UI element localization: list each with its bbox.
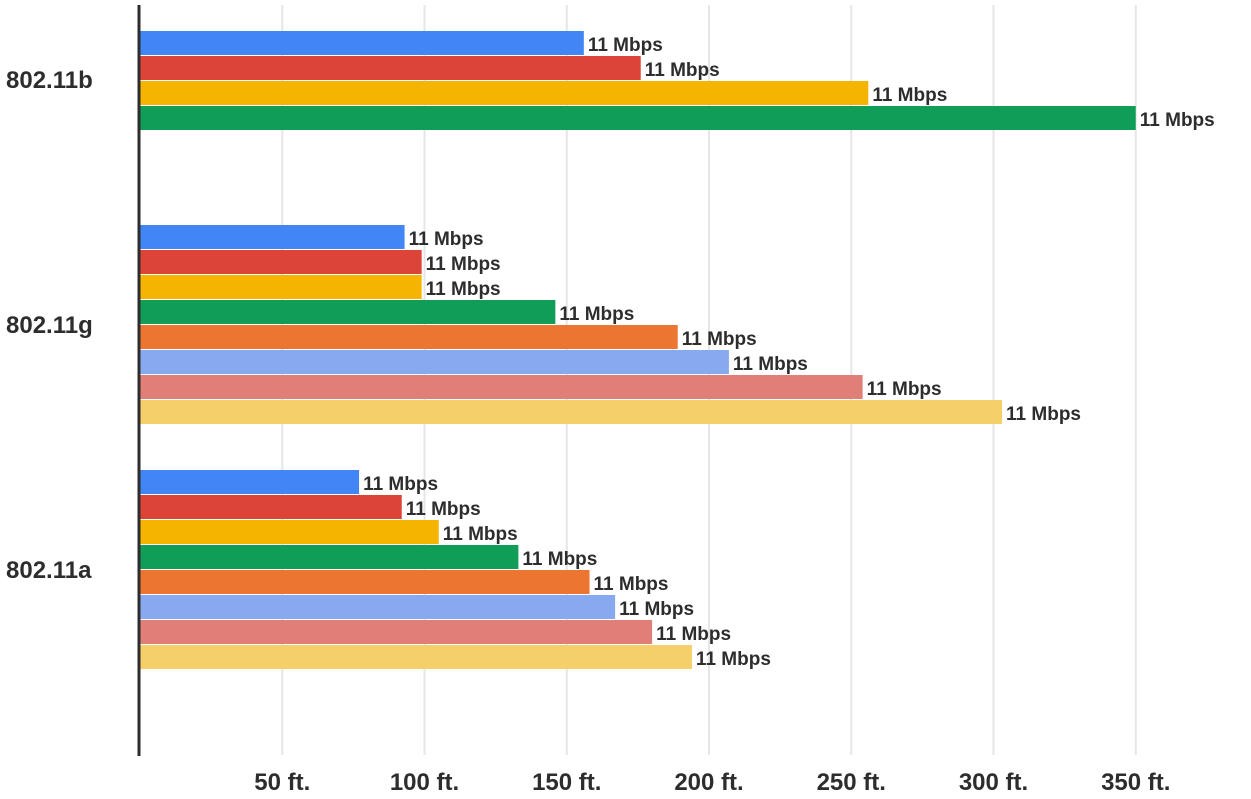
bar (140, 325, 678, 349)
data-label: 11 Mbps (645, 60, 720, 81)
x-tick-label: 100 ft. (390, 769, 459, 796)
bar (140, 620, 653, 644)
data-label: 11 Mbps (426, 254, 501, 275)
data-label: 11 Mbps (363, 474, 438, 495)
data-label: 11 Mbps (522, 549, 597, 570)
data-label: 11 Mbps (594, 574, 669, 595)
bar (140, 570, 590, 594)
bar (140, 225, 405, 249)
bar (140, 595, 616, 619)
bar (140, 250, 422, 274)
bar (140, 31, 584, 55)
category-label: 802.11b (6, 67, 93, 94)
bar (140, 400, 1003, 424)
bar (140, 81, 869, 105)
data-label: 11 Mbps (559, 304, 634, 325)
bar (140, 495, 402, 519)
data-label: 11 Mbps (443, 524, 518, 545)
data-label: 11 Mbps (1140, 110, 1215, 131)
bar (140, 545, 519, 569)
bar (140, 106, 1136, 130)
data-label: 11 Mbps (696, 649, 771, 670)
bar (140, 350, 729, 374)
bar (140, 520, 439, 544)
data-label: 11 Mbps (406, 499, 481, 520)
data-label: 11 Mbps (867, 379, 942, 400)
data-label: 11 Mbps (409, 229, 484, 250)
x-tick-label: 350 ft. (1101, 769, 1170, 796)
data-label: 11 Mbps (733, 354, 808, 375)
x-tick-label: 300 ft. (959, 769, 1028, 796)
data-label: 11 Mbps (426, 279, 501, 300)
x-tick-label: 50 ft. (254, 769, 310, 796)
bar (140, 300, 556, 324)
category-label: 802.11a (6, 557, 92, 584)
x-tick-label: 150 ft. (532, 769, 601, 796)
x-tick-label: 200 ft. (674, 769, 743, 796)
bar (140, 375, 863, 399)
data-label: 11 Mbps (619, 599, 694, 620)
bar (140, 56, 641, 80)
bar (140, 645, 692, 669)
x-tick-label: 250 ft. (817, 769, 886, 796)
data-label: 11 Mbps (656, 624, 731, 645)
bar (140, 275, 422, 299)
data-label: 11 Mbps (1006, 404, 1081, 425)
data-label: 11 Mbps (872, 85, 947, 106)
category-label: 802.11g (6, 312, 93, 339)
data-label: 11 Mbps (588, 35, 663, 56)
data-label: 11 Mbps (682, 329, 757, 350)
bar (140, 470, 360, 494)
